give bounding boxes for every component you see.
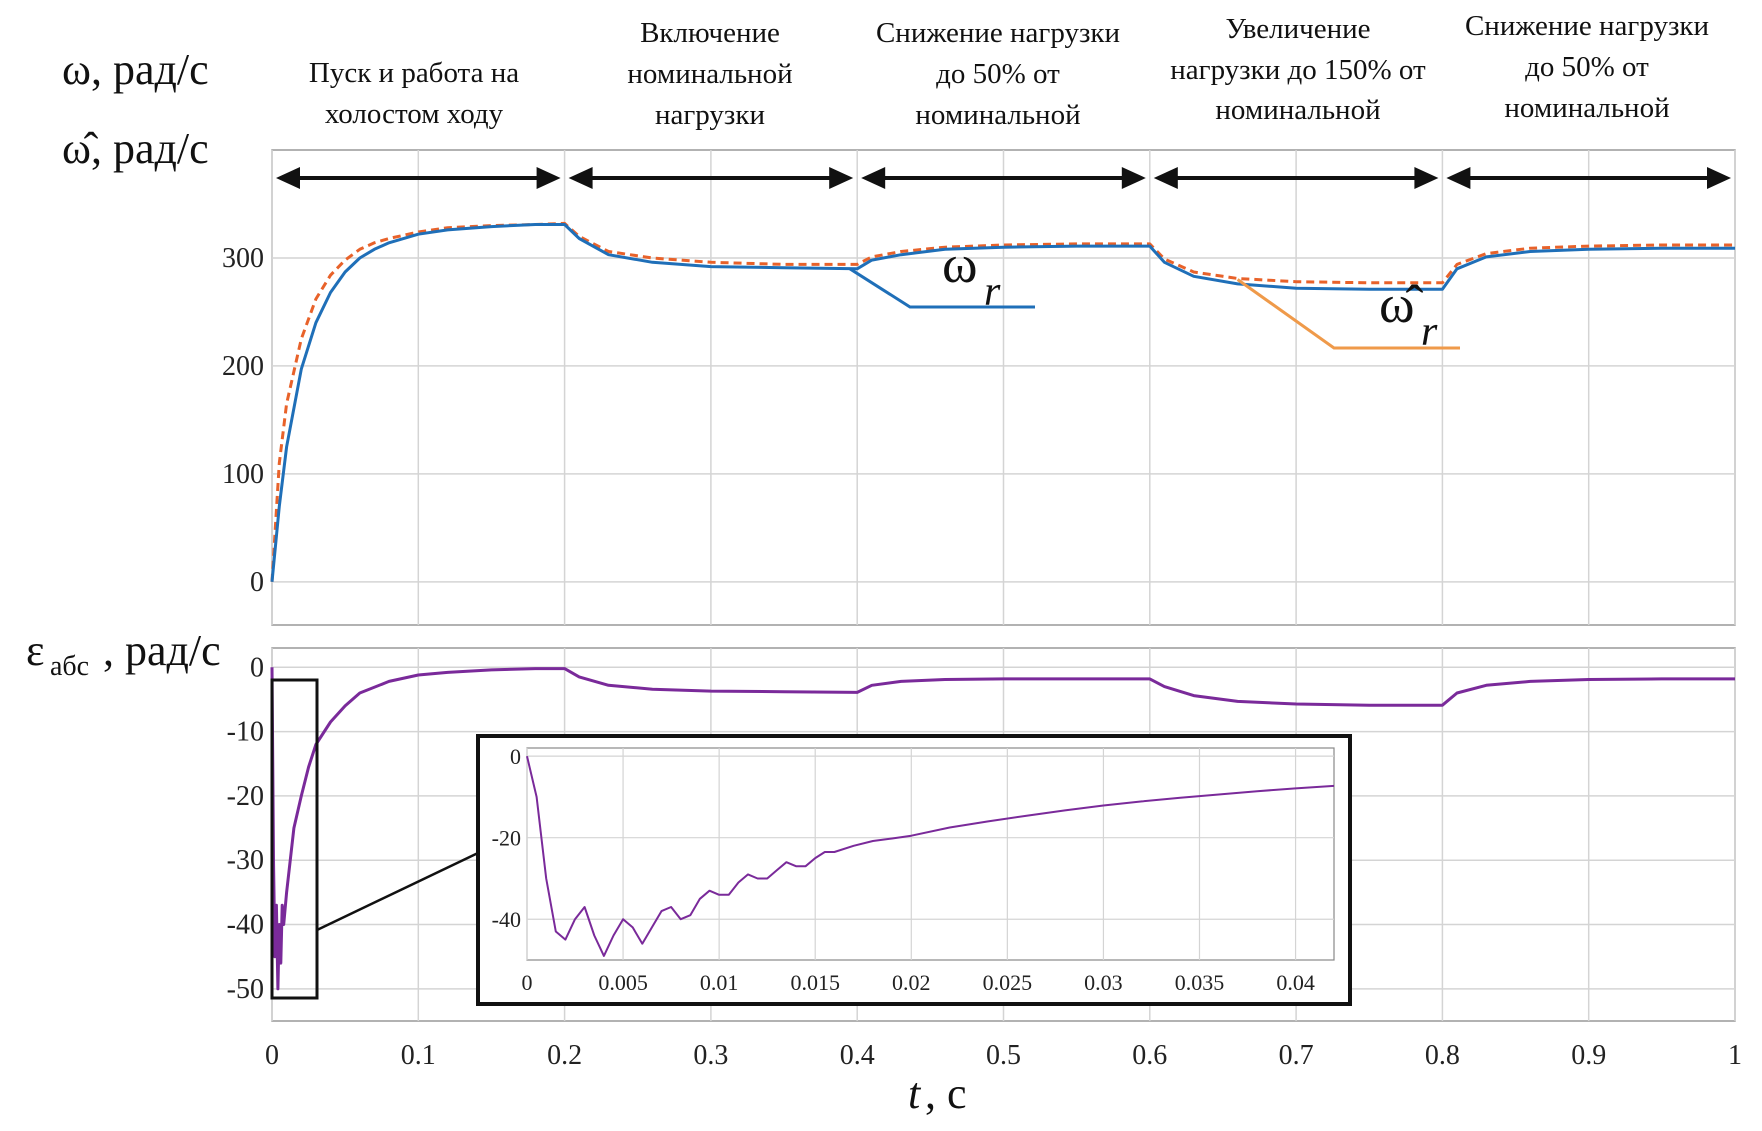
speed-y-tick-label: 300 — [222, 243, 264, 274]
zoom-x-tick-label: 0.035 — [1175, 970, 1225, 995]
phase-label-line: Снижение нагрузки — [876, 17, 1120, 49]
zoom-x-tick-label: 0.03 — [1084, 970, 1123, 995]
zoom-connector-line — [316, 851, 479, 932]
phase-label-line: нагрузки — [655, 99, 765, 131]
x-tick-label: 0.7 — [1279, 1040, 1314, 1071]
x-tick-label: 0.1 — [401, 1040, 436, 1071]
zoom-y-tick-label: 0 — [510, 744, 521, 769]
zoom-inset: 0 0.005 0.01 0.015 0.02 0.025 0.03 0.035 0.04 0 -2… — [476, 734, 1352, 1006]
phase-arrow-right-head-1 — [829, 167, 854, 189]
zoom-y-tick-label: -40 — [492, 907, 521, 932]
error-y-tick-label: -50 — [227, 974, 264, 1005]
zoom-inset-ticks: 0 0.005 0.01 0.015 0.02 0.025 0.03 0.035 0.04 0 -2… — [492, 744, 1315, 995]
speed-y-tick-label: 100 — [222, 459, 264, 490]
phase-label-4: Снижение нагрузки до 50% от номинальной — [1465, 10, 1709, 124]
x-axis-label: t , с — [908, 1069, 967, 1118]
x-tick-label: 1 — [1728, 1040, 1742, 1071]
x-label-unit: , с — [925, 1069, 967, 1118]
error-y-tick-label: -30 — [227, 845, 264, 876]
zoom-x-tick-label: 0.005 — [598, 970, 648, 995]
error-series — [270, 667, 1735, 991]
zoom-x-tick-label: 0.04 — [1276, 970, 1315, 995]
omega-hat-r-subscript: r — [1421, 309, 1438, 355]
phase-arrow-right-head-0 — [536, 167, 561, 189]
zoom-x-tick-label: 0.015 — [790, 970, 840, 995]
speed-y-tick-label: 0 — [250, 567, 264, 598]
phase-arrow-left-head-3 — [1153, 167, 1178, 189]
phase-arrow-right-head-2 — [1121, 167, 1146, 189]
x-tick-label: 0.9 — [1571, 1040, 1606, 1071]
error-y-tick-label: -10 — [227, 717, 264, 748]
x-tick-label: 0.2 — [547, 1040, 582, 1071]
error-y-tick-label: 0 — [250, 652, 264, 683]
omega-hat-r-leader-line — [1236, 278, 1460, 350]
phase-arrow-left-head-0 — [276, 167, 300, 189]
x-tick-label: 0.6 — [1132, 1040, 1167, 1071]
y-label-error-subscript: абс — [50, 651, 89, 682]
phase-label-line: до 50% от — [936, 58, 1060, 90]
phase-label-2: Снижение нагрузки до 50% от номинальной — [876, 17, 1120, 131]
x-axis-ticks: 0 0.1 0.2 0.3 0.4 0.5 0.6 0.7 0.8 0.9 1 — [265, 1040, 1742, 1071]
x-tick-label: 0.8 — [1425, 1040, 1460, 1071]
phase-label-line: до 50% от — [1525, 51, 1649, 83]
phase-label-line: номинальной — [915, 99, 1080, 131]
omega-r-series-line — [270, 223, 1735, 582]
phase-label-line: Пуск и работа на — [309, 57, 519, 89]
y-label-omega-hat: ω̂, рад/с — [62, 124, 209, 173]
x-tick-label: 0.3 — [693, 1040, 728, 1071]
phase-label-line: номинальной — [627, 58, 792, 90]
y-label-error-symbol: ε — [26, 626, 44, 675]
phase-label-line: холостом ходу — [325, 98, 504, 130]
error-y-tick-label: -40 — [227, 910, 264, 941]
zoom-inset-grid — [526, 747, 1335, 961]
x-tick-label: 0.4 — [840, 1040, 875, 1071]
x-label-variable: t — [908, 1069, 922, 1118]
zoom-x-tick-label: 0.025 — [983, 970, 1033, 995]
phase-arrow-left-head-1 — [568, 167, 593, 189]
omega-r-annotation: ω r — [849, 234, 1035, 315]
y-label-error: ε абс , рад/с — [26, 626, 221, 682]
speed-series — [270, 221, 1735, 582]
phase-label-line: нагрузки до 150% от — [1170, 54, 1426, 86]
phase-label-line: номинальной — [1215, 94, 1380, 126]
phase-label-3: Увеличение нагрузки до 150% от номинальной — [1170, 13, 1426, 126]
phase-label-line: Увеличение — [1225, 13, 1370, 45]
omega-r-leader-line — [849, 267, 1035, 309]
zoom-y-tick-label: -20 — [492, 826, 521, 851]
omega-hat-r-series-line — [270, 221, 1735, 582]
zoom-inset-series — [526, 755, 1335, 957]
error-series-line — [270, 667, 1735, 991]
zoom-error-series-line — [526, 755, 1335, 957]
phase-arrow-right-head-3 — [1414, 167, 1439, 189]
phase-label-0: Пуск и работа на холостом ходу — [309, 57, 519, 130]
y-label-error-unit: , рад/с — [103, 626, 221, 675]
speed-grid — [271, 150, 1736, 625]
zoom-x-tick-label: 0.01 — [700, 970, 739, 995]
error-y-ticks: 0 -10 -20 -30 -40 -50 — [227, 652, 264, 1005]
x-tick-label: 0 — [265, 1040, 279, 1071]
phase-arrow-left-head-4 — [1446, 167, 1471, 189]
error-y-tick-label: -20 — [227, 781, 264, 812]
speed-panel: 0 100 200 300 — [222, 149, 1736, 626]
phase-arrow-right-head-4 — [1707, 167, 1731, 189]
phase-arrows — [276, 167, 1731, 189]
zoom-region-box — [270, 678, 319, 1000]
omega-r-symbol: ω — [942, 234, 978, 294]
phase-labels: Пуск и работа на холостом ходу Включение но… — [309, 10, 1709, 131]
phase-arrow-left-head-2 — [861, 167, 886, 189]
zoom-x-tick-label: 0.02 — [892, 970, 931, 995]
phase-label-line: номинальной — [1504, 92, 1669, 124]
phase-label-line: Снижение нагрузки — [1465, 10, 1709, 42]
phase-label-line: Включение — [640, 17, 780, 49]
speed-y-ticks: 0 100 200 300 — [222, 243, 264, 598]
omega-r-subscript: r — [984, 269, 1001, 315]
x-tick-label: 0.5 — [986, 1040, 1021, 1071]
y-label-omega: ω, рад/с — [62, 45, 209, 94]
phase-label-1: Включение номинальной нагрузки — [627, 17, 792, 131]
zoom-inset-frame — [476, 734, 1352, 1006]
speed-y-tick-label: 200 — [222, 351, 264, 382]
zoom-x-tick-label: 0 — [522, 970, 533, 995]
